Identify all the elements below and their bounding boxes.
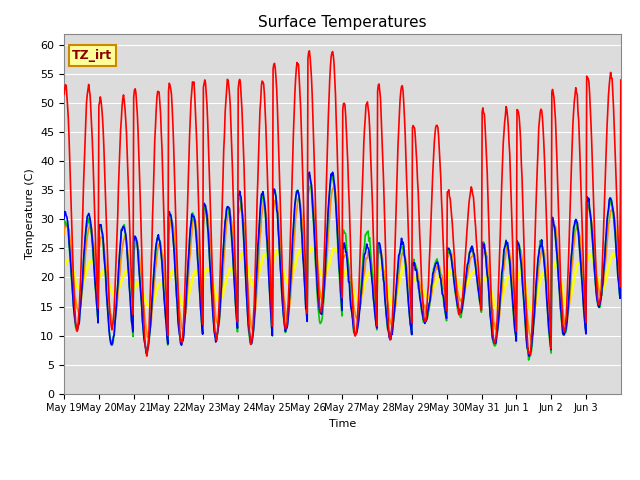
Y-axis label: Temperature (C): Temperature (C)	[24, 168, 35, 259]
Title: Surface Temperatures: Surface Temperatures	[258, 15, 427, 30]
Text: TZ_irt: TZ_irt	[72, 49, 113, 62]
X-axis label: Time: Time	[329, 419, 356, 429]
